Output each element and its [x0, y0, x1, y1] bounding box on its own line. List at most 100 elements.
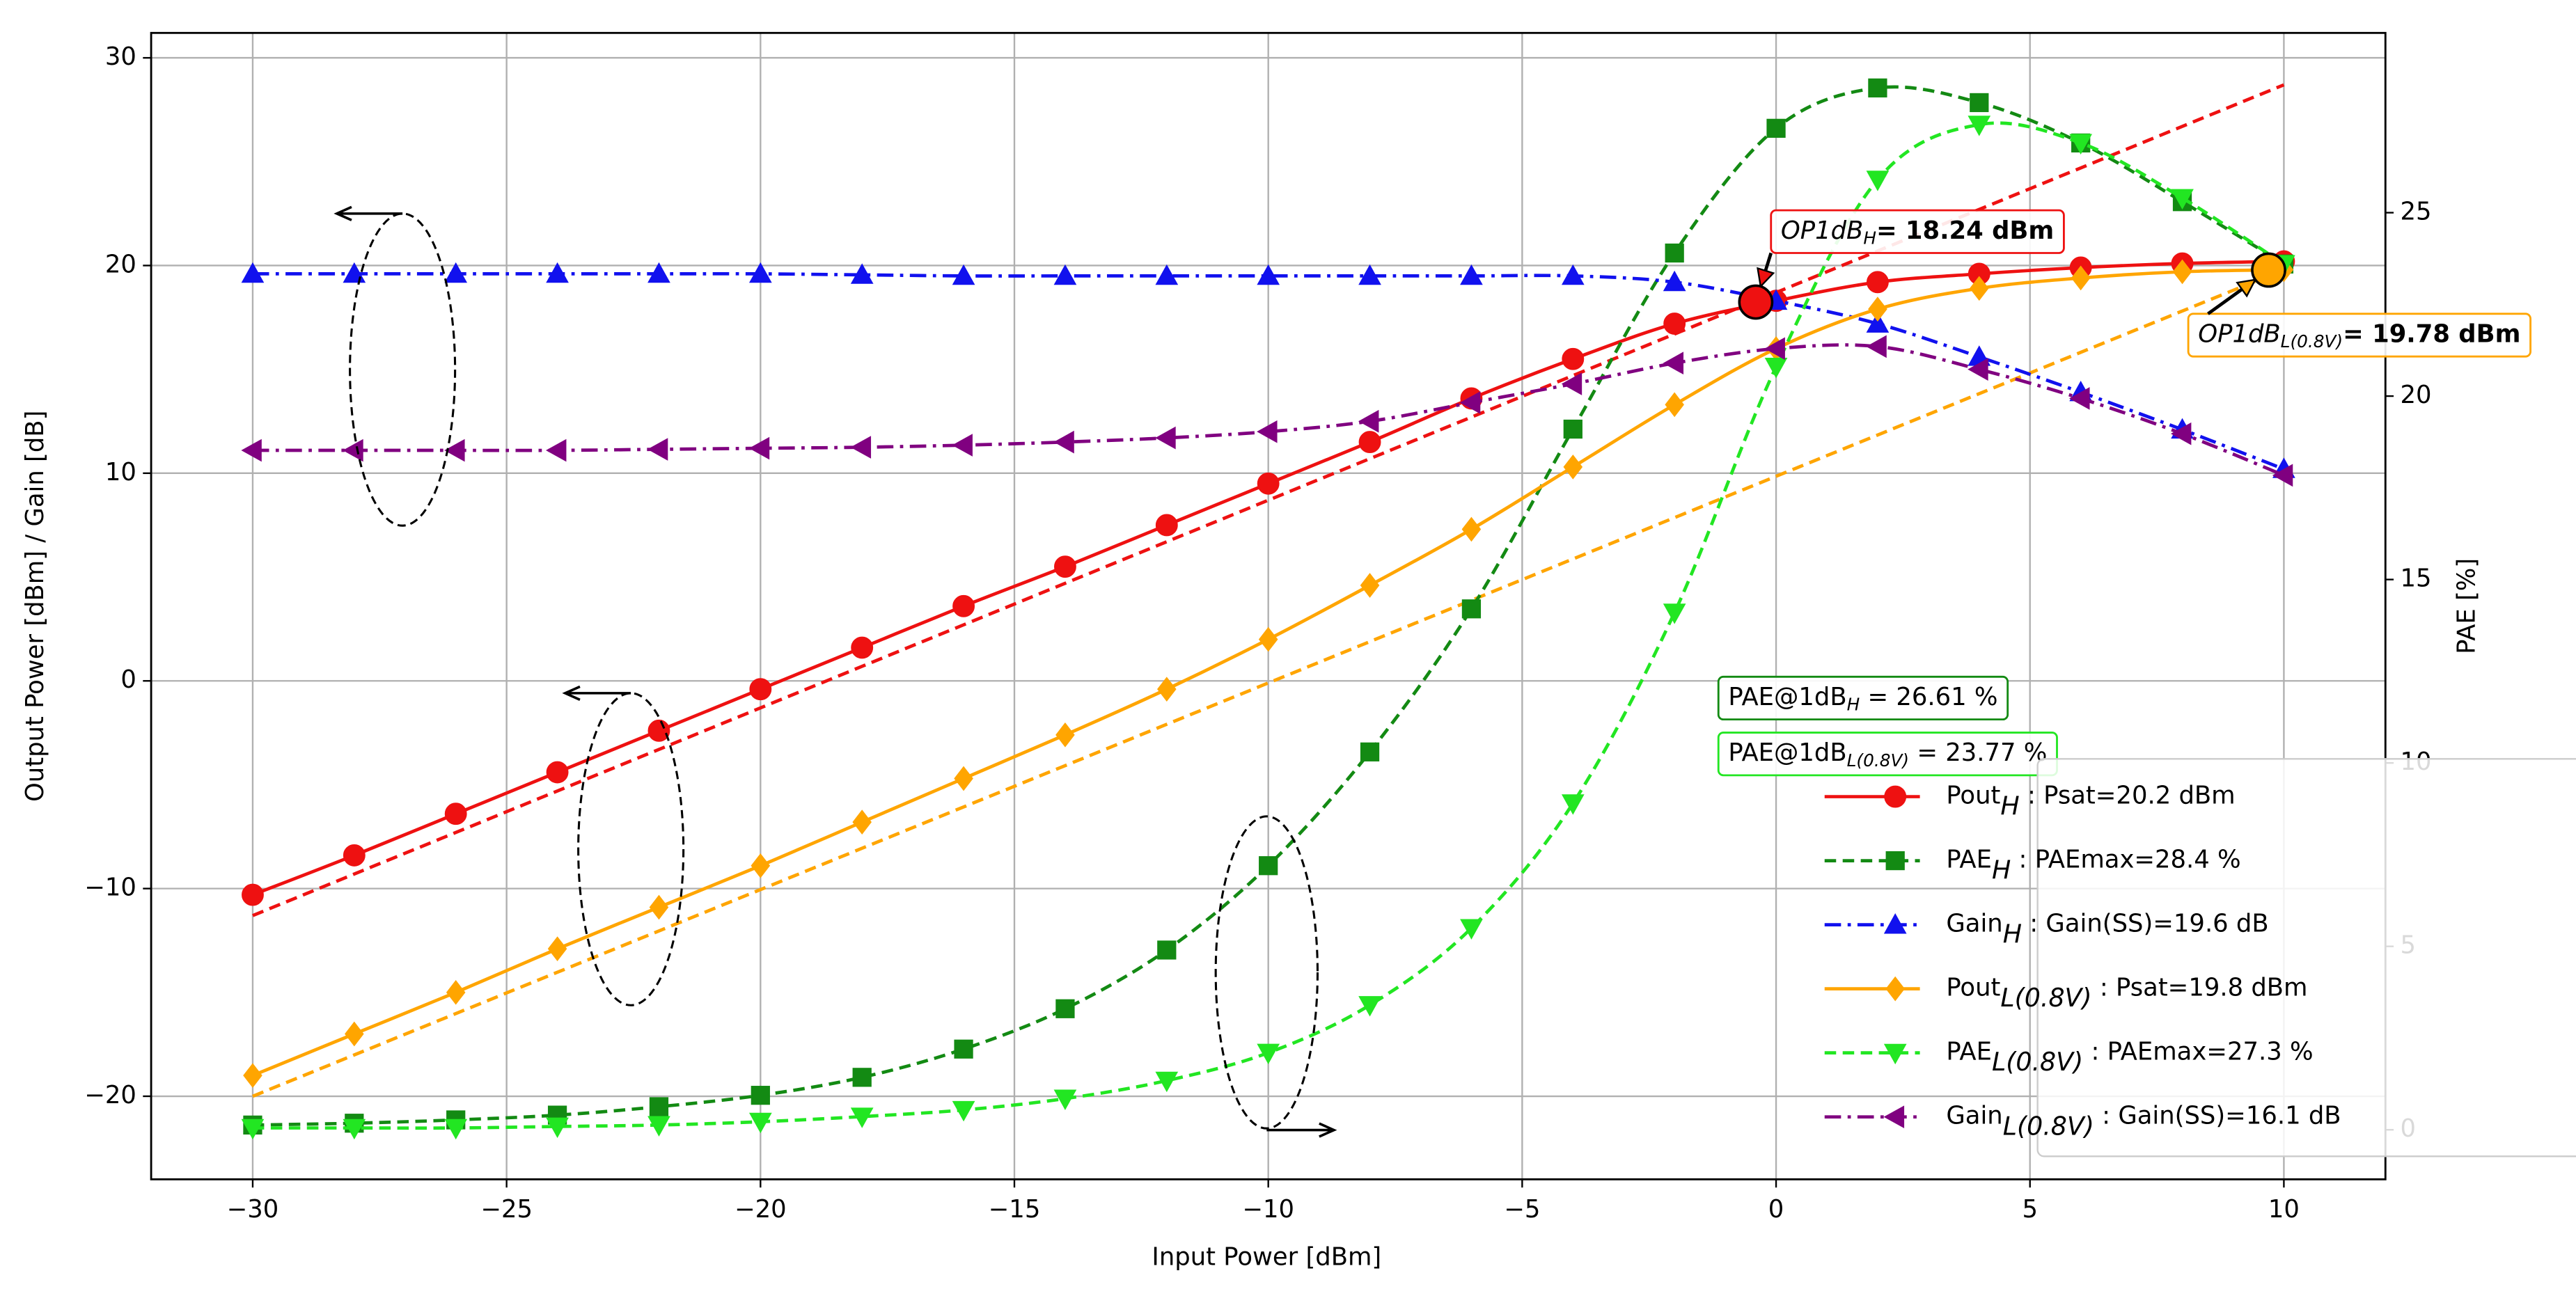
marker	[1155, 514, 1178, 537]
marker	[1663, 351, 1684, 375]
marker	[647, 1116, 670, 1137]
label-rest: : PAEmax=28.4 %	[2011, 846, 2240, 874]
marker	[1257, 420, 1278, 443]
label-rest: = 26.61 %	[1860, 683, 1997, 711]
marker	[1053, 1089, 1077, 1110]
x-tick-label: −30	[227, 1195, 279, 1224]
marker	[850, 263, 874, 284]
marker	[1665, 392, 1684, 418]
marker	[1561, 264, 1585, 285]
label-rest: : Psat=19.8 dBm	[2092, 974, 2308, 1002]
label-main: PAE@1dB	[1728, 683, 1846, 711]
label-sub: H	[1992, 855, 2011, 885]
label-sub: L(0.8V)	[2000, 983, 2091, 1013]
marker	[1053, 264, 1077, 285]
marker	[1866, 271, 1889, 294]
marker	[751, 853, 771, 878]
label-rest: = 18.24 dBm	[1876, 216, 2054, 245]
y2-tick-label: 25	[2401, 198, 2432, 226]
marker	[241, 438, 262, 462]
legend-label: GainL(0.8V) : Gain(SS)=16.1 dB	[1946, 1102, 2341, 1141]
marker	[1885, 851, 1905, 871]
marker	[1764, 358, 1788, 379]
marker	[546, 761, 569, 784]
marker	[1053, 430, 1074, 454]
label-rest: : Gain(SS)=19.6 dB	[2022, 910, 2269, 938]
marker	[1970, 93, 1989, 113]
marker	[546, 262, 569, 283]
annotation-arrowhead	[2236, 278, 2257, 298]
marker	[546, 1117, 569, 1139]
marker	[1764, 337, 1785, 361]
marker	[1360, 573, 1380, 598]
marker	[952, 594, 975, 617]
marker	[952, 264, 975, 285]
hint-arrow	[333, 205, 403, 221]
series-line	[252, 343, 2285, 477]
marker	[1257, 472, 1280, 495]
marker	[444, 438, 465, 462]
marker	[1054, 555, 1076, 578]
marker	[649, 1097, 669, 1116]
marker	[547, 936, 567, 961]
y2-axis-label: PAE [%]	[2452, 558, 2481, 654]
marker	[1461, 516, 1482, 542]
label-sub: L(0.8V)	[2003, 1111, 2094, 1141]
marker	[243, 1063, 262, 1089]
note-box	[1717, 732, 2058, 777]
label-main: Gain	[1946, 910, 2002, 938]
x-tick-label: −5	[1504, 1195, 1540, 1224]
note-label: PAE@1dBL(0.8V) = 23.77 %	[1728, 738, 2047, 771]
label-rest: = 19.78 dBm	[2343, 319, 2520, 348]
legend-label: GainH : Gain(SS)=19.6 dB	[1946, 910, 2268, 949]
legend-label: PoutH : Psat=20.2 dBm	[1946, 782, 2235, 821]
plot-frame	[150, 31, 2387, 1180]
label-sub: L(0.8V)	[1847, 750, 1909, 771]
label-main: Gain	[1946, 1102, 2002, 1130]
marker	[1883, 913, 1907, 934]
marker	[952, 1100, 975, 1122]
marker	[647, 262, 670, 283]
x-tick-label: 5	[2022, 1195, 2038, 1224]
hint-arrow	[1266, 1122, 1337, 1138]
hint-arrow	[562, 685, 631, 701]
label-sub: H	[1847, 695, 1860, 715]
marker	[1663, 313, 1686, 335]
marker	[1866, 335, 1887, 358]
marker	[751, 1086, 770, 1105]
annotation-label: OP1dBH= 18.24 dBm	[1781, 216, 2054, 248]
marker	[546, 438, 567, 462]
marker	[1257, 1043, 1280, 1065]
marker	[647, 719, 670, 742]
hint-ellipse	[1214, 815, 1319, 1130]
marker	[444, 262, 468, 283]
marker	[343, 438, 363, 462]
marker	[1868, 297, 1887, 322]
x-tick-label: −10	[1242, 1195, 1294, 1224]
marker	[1561, 794, 1585, 815]
marker	[1358, 409, 1379, 433]
x-tick-label: −25	[480, 1195, 533, 1224]
y-tick-label: 0	[120, 665, 136, 694]
label-sub: L(0.8V)	[2281, 331, 2343, 351]
marker	[1459, 391, 1481, 414]
legend-label: PAEL(0.8V) : PAEmax=27.3 %	[1946, 1038, 2313, 1077]
label-rest: : PAEmax=27.3 %	[2083, 1038, 2313, 1066]
label-main: PAE	[1946, 1038, 1992, 1066]
marker	[1055, 999, 1075, 1018]
marker	[647, 438, 668, 461]
label-main: OP1dB	[1781, 216, 1863, 245]
marker	[2172, 259, 2192, 285]
marker	[1561, 372, 1582, 395]
annotation-box	[1770, 209, 2065, 254]
annotation-arrowhead	[1757, 267, 1775, 288]
legend: PoutH : Psat=20.2 dBm PAE H : PAEmax=28.4 …	[1824, 758, 2576, 1157]
x-axis-label: Input Power [dBm]	[1152, 1243, 1381, 1272]
marker	[2071, 265, 2091, 291]
marker	[1257, 264, 1280, 285]
x-tick-label: 10	[2268, 1195, 2300, 1224]
legend-label: PoutL(0.8V) : Psat=19.8 dBm	[1946, 974, 2307, 1013]
series-line	[252, 85, 2285, 1127]
marker	[952, 434, 973, 457]
